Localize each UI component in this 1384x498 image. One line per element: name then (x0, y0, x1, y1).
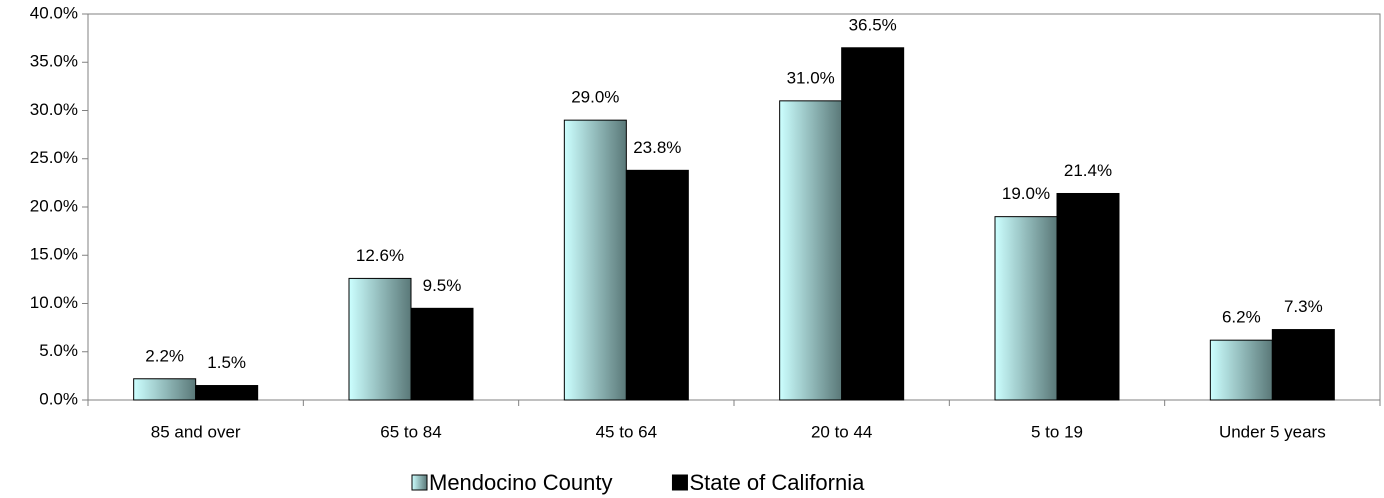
y-tick-label: 20.0% (30, 196, 78, 215)
y-tick-label: 15.0% (30, 245, 78, 264)
value-label: 2.2% (145, 346, 184, 365)
y-tick-label: 40.0% (30, 3, 78, 22)
bar (195, 385, 259, 401)
x-tick-label: Under 5 years (1219, 422, 1326, 441)
plot-border (87, 13, 1381, 401)
legend-swatch (411, 474, 428, 491)
value-label: 6.2% (1222, 308, 1261, 327)
bar (563, 119, 627, 401)
value-label: 31.0% (787, 68, 835, 87)
value-label: 36.5% (849, 15, 897, 34)
bar (410, 307, 474, 401)
x-tick-label: 45 to 64 (596, 422, 657, 441)
bar (1271, 329, 1335, 401)
bar (133, 378, 197, 401)
value-label: 23.8% (633, 138, 681, 157)
value-label: 12.6% (356, 246, 404, 265)
y-tick-label: 10.0% (30, 293, 78, 312)
y-tick-label: 5.0% (39, 341, 78, 360)
bar (994, 216, 1058, 401)
y-tick-label: 25.0% (30, 148, 78, 167)
y-tick-label: 30.0% (30, 100, 78, 119)
legend-label: State of California (689, 470, 865, 495)
bar (1209, 339, 1273, 401)
value-label: 1.5% (207, 353, 246, 372)
x-tick-label: 20 to 44 (811, 422, 872, 441)
value-label: 29.0% (571, 88, 619, 107)
x-tick-label: 65 to 84 (380, 422, 441, 441)
bar (348, 277, 412, 401)
y-tick-label: 35.0% (30, 52, 78, 71)
value-label: 7.3% (1284, 297, 1323, 316)
legend-label: Mendocino County (429, 470, 612, 495)
bar (841, 47, 905, 401)
value-label: 21.4% (1064, 161, 1112, 180)
value-label: 9.5% (423, 276, 462, 295)
x-tick-label: 85 and over (151, 422, 241, 441)
x-tick-label: 5 to 19 (1031, 422, 1083, 441)
bar (1056, 192, 1120, 401)
bar (625, 169, 689, 401)
y-tick-label: 0.0% (39, 389, 78, 408)
legend-swatch (671, 474, 688, 491)
bar (779, 100, 843, 401)
value-label: 19.0% (1002, 184, 1050, 203)
